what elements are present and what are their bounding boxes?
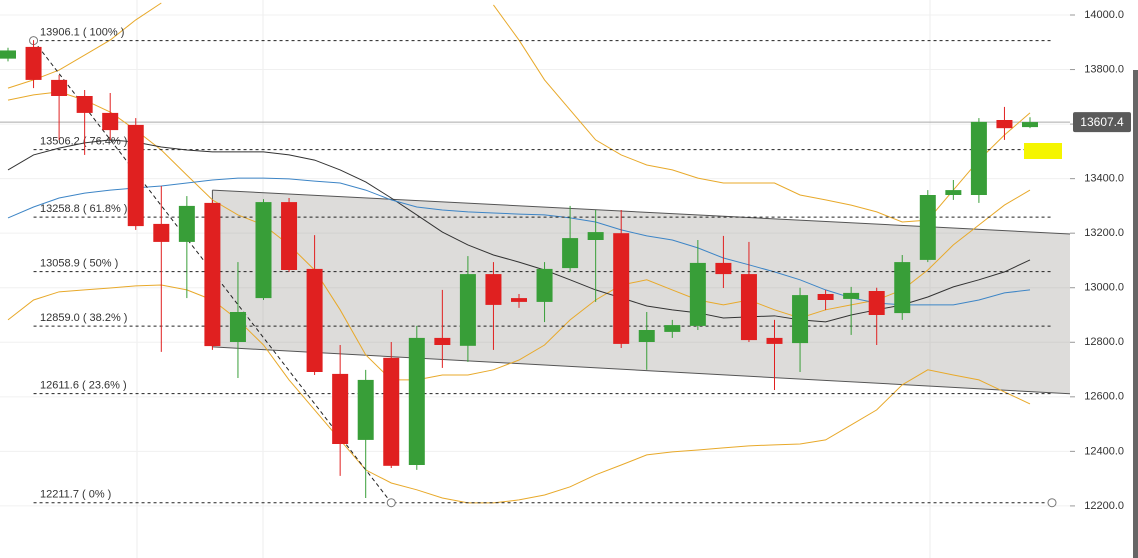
candle-body	[0, 50, 16, 59]
candle-body	[25, 46, 42, 80]
candle-body	[638, 330, 655, 342]
indicator-line	[7, 284, 1031, 504]
fib-anchor	[386, 498, 396, 508]
candle-body	[587, 232, 604, 240]
candle-body	[689, 262, 706, 326]
y-tick-label: 13800.0	[1084, 63, 1124, 75]
fib-label: 13506.2 ( 76.4% )	[40, 136, 127, 148]
y-tick-label: 13000.0	[1084, 282, 1124, 294]
indicator-line	[7, 91, 1031, 381]
candle-body	[459, 274, 476, 346]
candle-body	[51, 79, 68, 96]
indicator-line	[7, 177, 1031, 306]
candle-body	[613, 233, 630, 344]
y-tick-label: 12200.0	[1084, 500, 1124, 512]
fib-trend	[33, 40, 392, 504]
candle-body	[178, 205, 195, 242]
candle-body	[843, 292, 860, 299]
fib-label: 12211.7 ( 0% )	[40, 489, 111, 501]
fib-label: 13058.9 ( 50% )	[40, 258, 118, 270]
candle-body	[996, 120, 1013, 129]
candle-body	[306, 268, 323, 372]
candle-body	[894, 262, 911, 314]
channel-area	[212, 190, 1070, 394]
fib-anchor	[1047, 498, 1057, 508]
candle-body	[1022, 122, 1038, 128]
candle-body	[332, 373, 349, 444]
y-tick-label: 13200.0	[1084, 227, 1124, 239]
candle-body	[229, 312, 246, 342]
candle-body	[562, 238, 579, 269]
channel-bottom	[212, 346, 1070, 395]
candle-body	[817, 294, 834, 300]
candle-body	[511, 298, 527, 302]
last-price-box	[1073, 112, 1131, 133]
fib-label: 12611.6 ( 23.6% )	[40, 380, 127, 392]
last-price-label: 13607.4	[1080, 115, 1124, 129]
y-tick-label: 12800.0	[1084, 336, 1124, 348]
candle-body	[970, 121, 987, 195]
highlight	[1024, 143, 1062, 159]
candle-body	[408, 337, 425, 465]
candle-body	[255, 202, 272, 299]
fib-label: 12859.0 ( 38.2% )	[40, 312, 127, 324]
candle-body	[281, 202, 298, 270]
candle-body	[536, 268, 553, 302]
candle-body	[434, 337, 451, 345]
candle-body	[485, 274, 502, 305]
candle-body	[153, 223, 170, 242]
indicator-line	[7, 139, 1031, 323]
candle-body	[868, 291, 885, 315]
candle-body	[357, 379, 374, 440]
y-tick-label: 12600.0	[1084, 391, 1124, 403]
candle-body	[715, 262, 732, 275]
scrollbar	[1133, 70, 1138, 558]
candle-body	[919, 195, 936, 260]
y-tick-label: 14000.0	[1084, 9, 1124, 21]
candle-body	[740, 274, 757, 341]
fib-label: 13258.8 ( 61.8% )	[40, 203, 127, 215]
y-tick-label: 13400.0	[1084, 173, 1124, 185]
candle-body	[664, 325, 681, 332]
candle-body	[204, 202, 221, 347]
y-tick-label: 12400.0	[1084, 445, 1124, 457]
candle-body	[102, 112, 119, 131]
candle-body	[76, 96, 93, 113]
candle-body	[766, 337, 783, 344]
candle-body	[127, 124, 144, 227]
candle-body	[792, 295, 809, 344]
candle-body	[945, 190, 962, 195]
fib-label: 13906.1 ( 100% )	[40, 27, 124, 39]
candle-body	[383, 357, 400, 466]
